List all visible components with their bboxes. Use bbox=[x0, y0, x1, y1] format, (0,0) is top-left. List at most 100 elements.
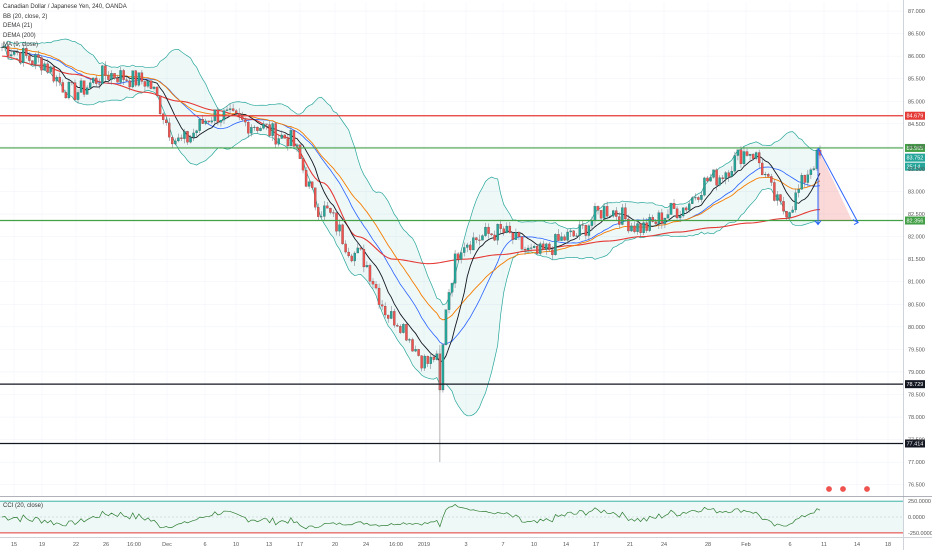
candle-body bbox=[496, 223, 499, 241]
legend-dema200[interactable]: DEMA (200) bbox=[3, 32, 36, 39]
candle-body bbox=[475, 237, 478, 241]
candle-body bbox=[691, 197, 694, 204]
candle-body bbox=[794, 192, 797, 211]
level-tag-text: 83.965 bbox=[907, 146, 924, 152]
candle-body bbox=[535, 246, 539, 254]
candle-body bbox=[259, 128, 262, 131]
level-tag-bg bbox=[905, 439, 925, 448]
candle-body bbox=[578, 224, 581, 236]
candle-body bbox=[37, 54, 40, 58]
candle-body bbox=[98, 83, 101, 85]
candle-body bbox=[116, 78, 119, 83]
candle-body bbox=[189, 137, 192, 143]
price-label: 77.000 bbox=[908, 460, 925, 466]
candle-body bbox=[581, 224, 585, 226]
bollinger-area bbox=[2, 38, 820, 416]
legend-symbol-title[interactable]: Canadian Dollar / Japanese Yen, 240, OAN… bbox=[3, 4, 127, 10]
candle-body bbox=[797, 189, 800, 193]
candle-body bbox=[672, 203, 676, 209]
candle-body bbox=[666, 214, 670, 219]
time-label: 7 bbox=[501, 542, 504, 548]
candle-body bbox=[207, 120, 210, 123]
price-label: 84.000 bbox=[908, 144, 925, 150]
candle-body bbox=[706, 177, 709, 182]
candle-body bbox=[444, 309, 448, 345]
candle-body bbox=[92, 77, 95, 83]
candle-body bbox=[140, 72, 144, 82]
candle-body bbox=[134, 70, 137, 86]
candle-body bbox=[310, 181, 314, 188]
candle-body bbox=[648, 217, 651, 231]
price-label: 82.500 bbox=[908, 212, 925, 218]
horizontal-levels[interactable]: 84.679 83.965 82.356 78.729 77.414 83.752 25:1… bbox=[0, 111, 925, 448]
candle-body bbox=[158, 95, 162, 114]
candle-body bbox=[0, 47, 4, 49]
candle-body bbox=[596, 206, 600, 211]
candle-body bbox=[599, 210, 603, 219]
candle-body bbox=[560, 236, 563, 241]
candle-body bbox=[338, 224, 341, 232]
event-marker bbox=[863, 485, 871, 493]
time-label: 11 bbox=[821, 542, 827, 548]
candle-body bbox=[234, 110, 238, 114]
legend-cci[interactable]: CCI (20, close) bbox=[3, 503, 44, 509]
candle-body bbox=[466, 244, 469, 248]
candle-body bbox=[529, 247, 533, 249]
candle-body bbox=[718, 177, 721, 186]
candle-body bbox=[754, 152, 758, 159]
candle-body bbox=[16, 51, 19, 53]
time-label: 26 bbox=[103, 542, 109, 548]
candle-body bbox=[481, 235, 484, 241]
time-label: 16:00 bbox=[389, 542, 403, 548]
candle-body bbox=[396, 325, 399, 327]
projection-drawing[interactable] bbox=[814, 147, 871, 493]
legend-bb[interactable]: BB (20, close, 2) bbox=[3, 13, 48, 20]
candle-body bbox=[450, 283, 454, 293]
candle-body bbox=[688, 203, 691, 211]
candle-body bbox=[615, 210, 618, 217]
candle-body bbox=[764, 174, 767, 176]
candle-body bbox=[171, 137, 174, 145]
candle-body bbox=[390, 311, 393, 319]
candle-body bbox=[709, 177, 712, 182]
candle-body bbox=[469, 244, 472, 251]
candle-body bbox=[295, 144, 299, 147]
candle-body bbox=[110, 73, 113, 80]
candle-body bbox=[76, 92, 80, 100]
candle-body bbox=[146, 80, 150, 87]
level-tag-bg bbox=[905, 380, 925, 389]
price-label: 82.000 bbox=[908, 235, 925, 241]
level-tag-bg bbox=[905, 216, 925, 225]
candle-body bbox=[502, 228, 505, 233]
candle-body bbox=[633, 225, 636, 232]
candle-body bbox=[660, 212, 664, 224]
candle-body bbox=[514, 232, 518, 240]
candle-body bbox=[329, 208, 332, 213]
price-tag-text: 25:14 bbox=[907, 165, 921, 171]
projection-diagonal bbox=[817, 147, 859, 223]
candle-body bbox=[64, 92, 68, 99]
candle-body bbox=[657, 212, 661, 224]
candle-body bbox=[280, 134, 283, 139]
candle-body bbox=[417, 349, 420, 356]
candle-body bbox=[250, 127, 253, 134]
candle-body bbox=[3, 46, 7, 48]
candle-body bbox=[55, 76, 58, 82]
candle-body bbox=[335, 212, 338, 232]
level-tag-text: 82.356 bbox=[907, 219, 924, 225]
candle-body bbox=[362, 248, 366, 268]
legend-ma[interactable]: MA (9, close) bbox=[3, 42, 39, 48]
candle-body bbox=[40, 57, 43, 71]
candle-body bbox=[128, 80, 131, 88]
legend-dema21[interactable]: DEMA (21) bbox=[3, 23, 33, 29]
candle-body bbox=[125, 79, 128, 81]
candle-body bbox=[809, 169, 813, 175]
price-tag: 83.752 bbox=[905, 153, 925, 162]
time-label: 3 bbox=[464, 542, 467, 548]
time-label: 18 bbox=[885, 542, 891, 548]
candle-body bbox=[432, 356, 436, 360]
candle-body bbox=[770, 176, 773, 183]
level-tag-bg bbox=[905, 111, 925, 120]
